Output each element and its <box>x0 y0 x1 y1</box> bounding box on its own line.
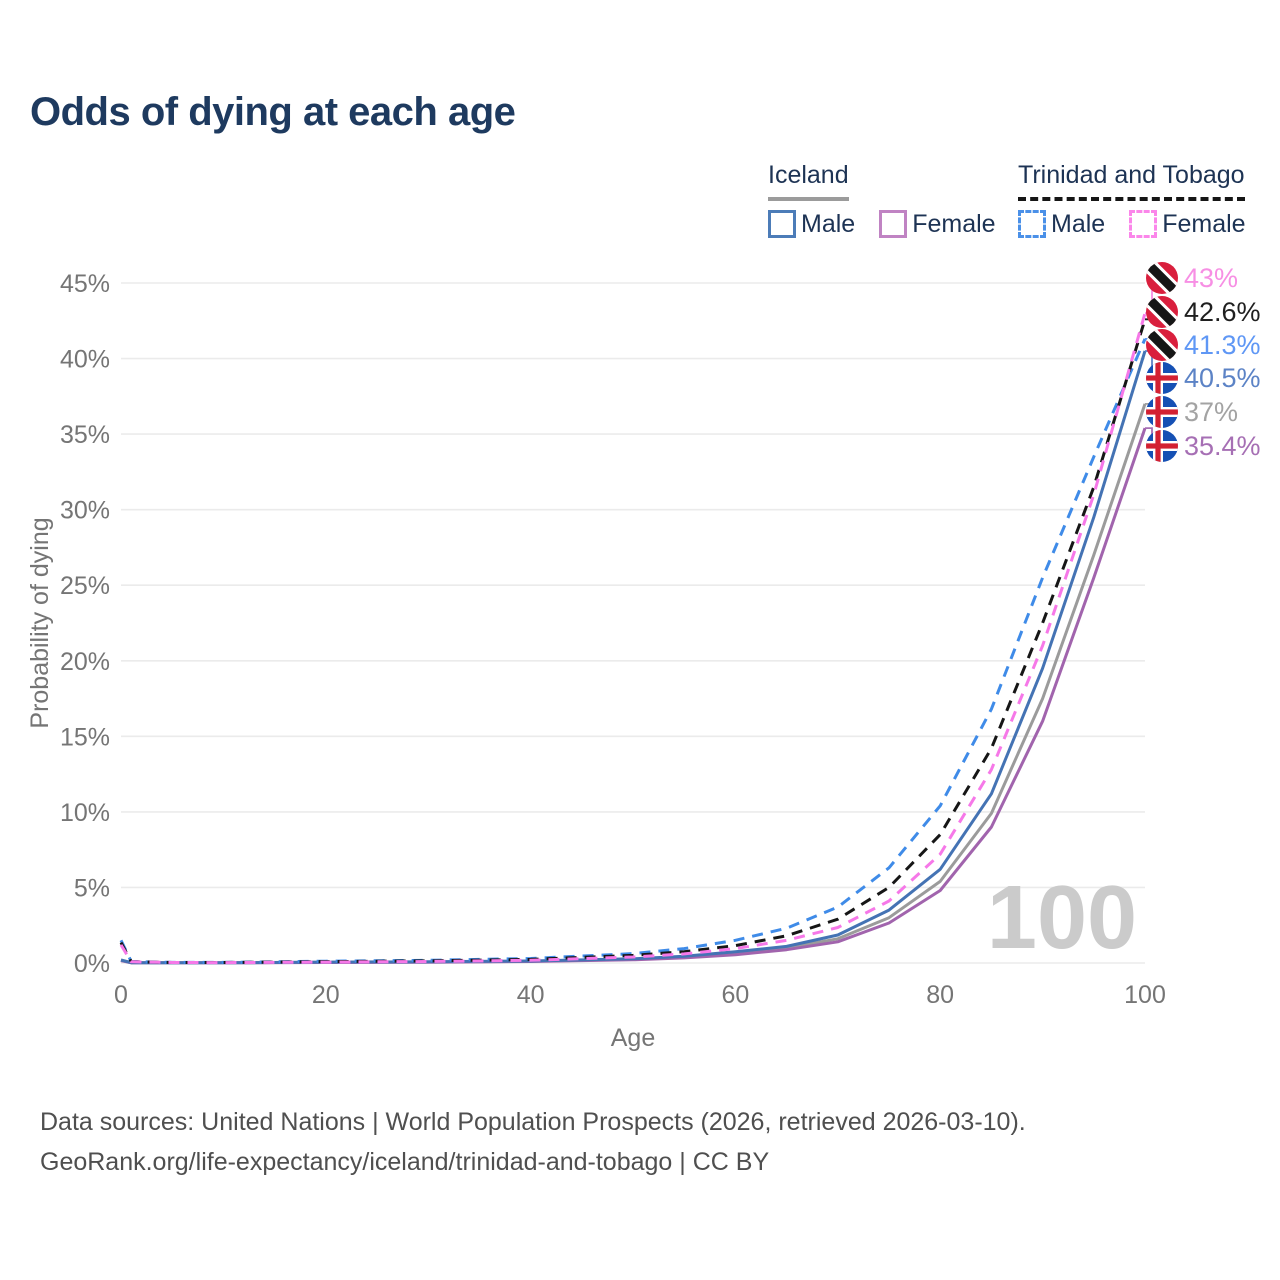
series-line-tt-both <box>119 318 1147 964</box>
legend-swatch-iceland-male <box>768 210 796 238</box>
legend-header-iceland: Iceland <box>768 161 849 201</box>
legend-row-trinidad-and-tobago: Male Female <box>1018 210 1270 239</box>
series-line-tt-female <box>119 312 1147 965</box>
trinidad-tobago-flag-icon <box>1146 262 1178 294</box>
y-tick-label: 15% <box>60 723 110 751</box>
footer-attribution: GeoRank.org/life-expectancy/iceland/trin… <box>40 1148 770 1176</box>
legend-swatch-tt-female <box>1129 210 1158 238</box>
legend-header-trinidad-and-tobago: Trinidad and Tobago <box>1018 161 1245 201</box>
end-value-label-iceland-male: 40.5% <box>1184 363 1261 393</box>
end-value-label-iceland-both: 37% <box>1184 397 1238 427</box>
end-value-label-tt-female: 43% <box>1184 263 1238 293</box>
y-tick-label: 25% <box>60 572 110 600</box>
legend-swatch-iceland-female <box>879 210 908 238</box>
legend-row-iceland: Male Female <box>768 210 1020 239</box>
y-tick-label: 45% <box>60 270 110 298</box>
band-black <box>1146 262 1178 294</box>
y-axis-title: Probability of dying <box>26 517 54 728</box>
cross-red-v <box>1155 396 1161 428</box>
x-tick-label: 20 <box>312 981 340 1009</box>
age-counter-watermark: 100 <box>987 868 1137 968</box>
y-tick-label: 10% <box>60 799 110 827</box>
legend-group-trinidad-and-tobago: Trinidad and Tobago Male Female <box>1018 161 1270 239</box>
iceland-flag-icon <box>1146 362 1178 394</box>
cross-red-h <box>1146 375 1178 381</box>
legend-label-iceland-female: Female <box>912 209 996 238</box>
y-tick-label: 40% <box>60 346 110 374</box>
page-title: Odds of dying at each age <box>30 90 516 134</box>
series-line-tt-male <box>119 338 1147 964</box>
x-tick-label: 0 <box>114 981 128 1009</box>
end-value-label-iceland-female: 35.4% <box>1184 431 1261 461</box>
legend-label-tt-male: Male <box>1051 209 1106 238</box>
y-tick-label: 5% <box>74 874 110 902</box>
trinidad-tobago-flag-icon <box>1146 296 1178 328</box>
x-tick-label: 80 <box>926 981 954 1009</box>
x-tick-label: 60 <box>721 981 749 1009</box>
y-tick-label: 30% <box>60 497 110 525</box>
legend-label-iceland-male: Male <box>801 209 856 238</box>
y-tick-label: 20% <box>60 648 110 676</box>
legend-label-tt-female: Female <box>1162 209 1246 238</box>
trinidad-tobago-flag-icon <box>1146 329 1178 361</box>
cross-red-v <box>1155 362 1161 394</box>
x-tick-label: 40 <box>517 981 545 1009</box>
footer-data-sources: Data sources: United Nations | World Pop… <box>40 1108 1026 1136</box>
cross-red-h <box>1146 409 1178 415</box>
y-tick-label: 35% <box>60 421 110 449</box>
x-tick-label: 100 <box>1124 981 1166 1009</box>
band-black <box>1146 329 1178 361</box>
legend-swatch-tt-male <box>1018 210 1046 238</box>
iceland-flag-icon <box>1146 430 1178 462</box>
cross-red-h <box>1146 443 1178 449</box>
iceland-flag-icon <box>1146 396 1178 428</box>
band-black <box>1146 296 1178 328</box>
x-axis-title: Age <box>611 1024 655 1052</box>
end-value-label-tt-both: 42.6% <box>1184 297 1261 327</box>
y-tick-label: 0% <box>74 950 110 978</box>
legend-group-iceland: Iceland Male Female <box>768 161 1020 239</box>
end-value-label-tt-male: 41.3% <box>1184 330 1261 360</box>
cross-red-v <box>1155 430 1161 462</box>
